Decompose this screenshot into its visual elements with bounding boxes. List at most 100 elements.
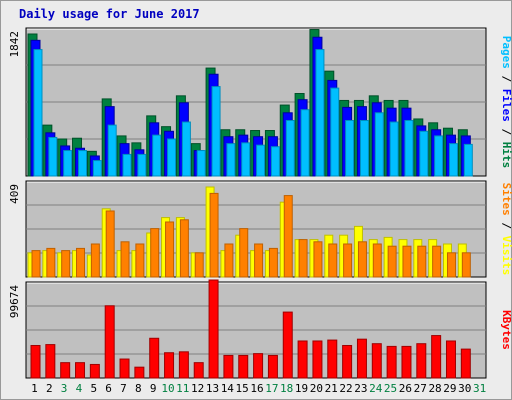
bar-sites-day-1 — [31, 250, 41, 278]
bar-kbytes-day-16 — [253, 353, 264, 379]
bar-pages-day-14 — [226, 143, 236, 177]
day-label-24: 24 — [369, 382, 383, 395]
ymax-label-hits-files-pages: 1842 — [8, 31, 21, 58]
bar-kbytes-day-19 — [297, 340, 308, 379]
side-label-part: Hits — [500, 142, 512, 169]
bar-sites-day-21 — [328, 243, 338, 278]
bar-kbytes-day-5 — [89, 363, 100, 379]
bar-kbytes-day-29 — [445, 340, 456, 379]
bar-kbytes-day-8 — [134, 366, 145, 379]
bar-sites-day-11 — [179, 219, 189, 278]
bar-sites-day-14 — [224, 243, 234, 278]
day-label-15: 15 — [236, 382, 249, 395]
bar-kbytes-day-27 — [416, 343, 427, 379]
bar-kbytes-day-18 — [282, 311, 293, 379]
bar-sites-day-26 — [402, 245, 412, 278]
day-label-2: 2 — [46, 382, 53, 395]
bar-pages-day-24 — [374, 112, 384, 177]
bar-sites-day-27 — [417, 245, 427, 278]
bar-sites-day-22 — [343, 243, 353, 278]
bar-pages-day-11 — [181, 121, 191, 177]
bar-pages-day-12 — [196, 150, 206, 177]
bar-pages-day-2 — [48, 136, 58, 177]
day-label-8: 8 — [135, 382, 142, 395]
day-label-21: 21 — [325, 382, 338, 395]
bar-sites-day-10 — [165, 221, 175, 278]
side-label-part: Sites — [500, 183, 512, 216]
side-label-part: / — [500, 69, 512, 89]
bar-kbytes-day-21 — [327, 339, 338, 379]
bar-kbytes-day-25 — [386, 345, 397, 379]
bar-kbytes-day-14 — [223, 354, 234, 379]
bar-kbytes-day-3 — [60, 362, 71, 379]
bar-kbytes-day-22 — [342, 344, 353, 379]
side-label-visits-sites: Sites / Visits — [500, 183, 512, 276]
bar-pages-day-27 — [419, 130, 429, 177]
bar-sites-day-2 — [46, 247, 56, 278]
bar-sites-day-12 — [194, 252, 204, 278]
day-label-11: 11 — [176, 382, 189, 395]
day-label-4: 4 — [76, 382, 83, 395]
bar-sites-day-17 — [268, 247, 278, 278]
bar-pages-day-25 — [389, 121, 399, 177]
bar-kbytes-day-28 — [431, 335, 442, 379]
day-label-23: 23 — [354, 382, 367, 395]
bar-kbytes-day-20 — [312, 340, 323, 379]
bar-sites-day-7 — [120, 241, 130, 278]
day-label-3: 3 — [61, 382, 68, 395]
bar-sites-day-6 — [105, 210, 115, 278]
bar-pages-day-28 — [434, 135, 444, 177]
bar-kbytes-day-12 — [193, 362, 204, 379]
bar-sites-day-29 — [446, 252, 456, 278]
bar-sites-day-13 — [209, 192, 219, 278]
bar-sites-day-25 — [387, 245, 397, 278]
bar-pages-day-9 — [152, 134, 162, 177]
bar-sites-day-24 — [372, 243, 382, 278]
day-label-14: 14 — [221, 382, 235, 395]
bar-pages-day-20 — [315, 49, 325, 177]
bar-kbytes-day-30 — [460, 348, 471, 379]
bar-sites-day-4 — [76, 247, 86, 278]
side-label-kbytes: KBytes — [500, 310, 512, 350]
day-label-9: 9 — [150, 382, 157, 395]
bar-kbytes-day-24 — [371, 343, 382, 379]
bar-pages-day-17 — [270, 146, 280, 177]
chart-title: Daily usage for June 2017 — [19, 7, 200, 21]
bar-kbytes-day-7 — [119, 358, 130, 379]
bar-pages-day-5 — [92, 160, 102, 177]
bar-sites-day-5 — [90, 243, 100, 278]
bar-pages-day-6 — [107, 124, 117, 177]
bar-kbytes-day-10 — [164, 352, 175, 379]
bar-pages-day-13 — [211, 86, 221, 177]
bar-sites-day-30 — [461, 252, 471, 278]
day-label-19: 19 — [295, 382, 308, 395]
day-label-10: 10 — [161, 382, 174, 395]
day-label-27: 27 — [414, 382, 427, 395]
day-label-7: 7 — [120, 382, 127, 395]
bar-kbytes-day-13 — [208, 279, 219, 379]
side-label-part: Visits — [500, 236, 512, 276]
bar-pages-day-15 — [241, 142, 251, 177]
ymax-label-visits-sites: 409 — [8, 184, 21, 204]
side-label-part: / — [500, 216, 512, 236]
bar-kbytes-day-1 — [30, 344, 41, 379]
day-label-18: 18 — [280, 382, 293, 395]
bar-kbytes-day-11 — [178, 351, 189, 379]
bar-pages-day-8 — [137, 153, 147, 177]
bar-pages-day-16 — [256, 144, 266, 177]
bar-pages-day-3 — [63, 150, 73, 177]
bar-kbytes-day-9 — [149, 337, 160, 379]
bar-pages-day-4 — [78, 150, 88, 177]
bar-pages-day-23 — [359, 119, 369, 177]
day-label-25: 25 — [384, 382, 397, 395]
day-label-28: 28 — [428, 382, 441, 395]
bar-pages-day-26 — [404, 119, 414, 177]
bar-pages-day-29 — [448, 143, 458, 177]
bar-sites-day-3 — [61, 250, 71, 278]
bar-kbytes-day-4 — [75, 362, 86, 379]
bar-pages-day-18 — [285, 119, 295, 177]
day-label-13: 13 — [206, 382, 219, 395]
bar-kbytes-day-17 — [267, 354, 278, 379]
day-label-12: 12 — [191, 382, 204, 395]
